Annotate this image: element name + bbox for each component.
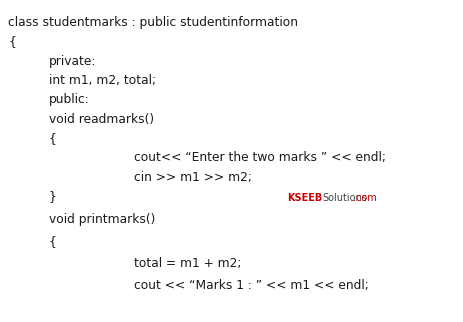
Text: total = m1 + m2;: total = m1 + m2; xyxy=(134,257,242,270)
Text: }: } xyxy=(49,190,56,203)
Text: KSEEB: KSEEB xyxy=(287,193,322,203)
Text: void readmarks(): void readmarks() xyxy=(49,113,154,126)
Text: .com: .com xyxy=(353,193,376,203)
Text: {: { xyxy=(49,132,56,145)
Text: int m1, m2, total;: int m1, m2, total; xyxy=(49,74,156,87)
Text: cin >> m1 >> m2;: cin >> m1 >> m2; xyxy=(134,171,252,184)
Text: Solutions: Solutions xyxy=(323,193,368,203)
Text: cout << “Marks 1 : ” << m1 << endl;: cout << “Marks 1 : ” << m1 << endl; xyxy=(134,279,369,292)
Text: private:: private: xyxy=(49,55,96,68)
Text: public:: public: xyxy=(49,93,89,106)
Text: cout<< “Enter the two marks ” << endl;: cout<< “Enter the two marks ” << endl; xyxy=(134,151,386,164)
Text: {: { xyxy=(8,35,16,48)
Text: class studentmarks : public studentinformation: class studentmarks : public studentinfor… xyxy=(8,16,298,29)
Text: {: { xyxy=(49,235,56,248)
Text: void printmarks(): void printmarks() xyxy=(49,213,155,226)
